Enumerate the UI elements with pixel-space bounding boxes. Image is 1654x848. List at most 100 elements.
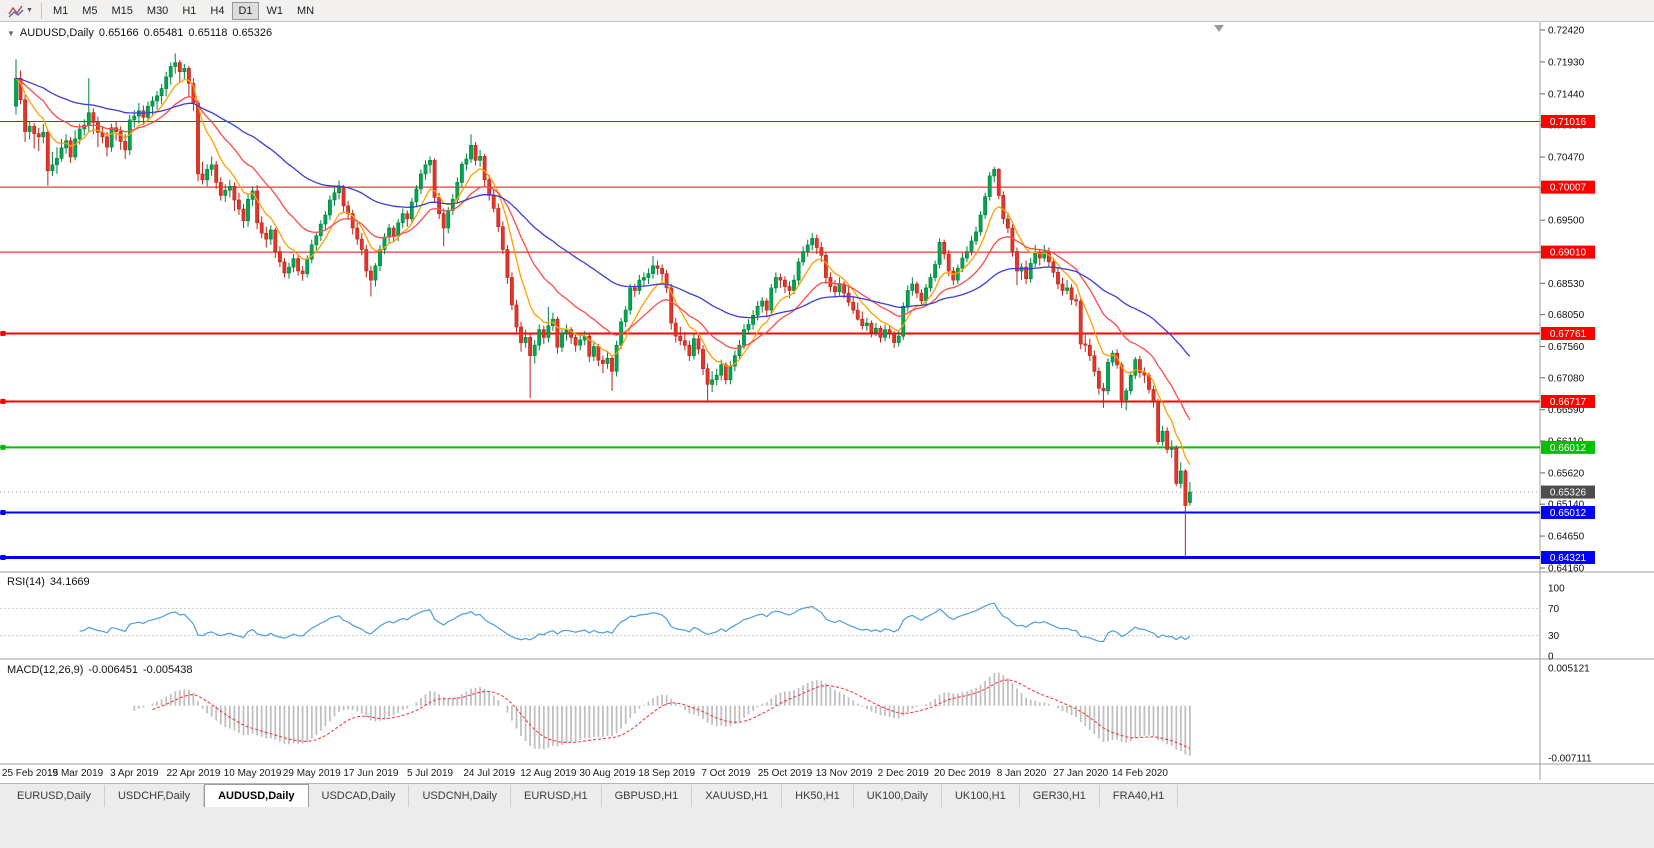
candle bbox=[1033, 252, 1038, 264]
line-handle[interactable] bbox=[0, 398, 6, 404]
candle bbox=[873, 327, 878, 333]
candle bbox=[241, 208, 246, 222]
candle bbox=[1133, 359, 1138, 376]
candle bbox=[651, 265, 655, 274]
candle bbox=[341, 187, 346, 207]
candle bbox=[1110, 352, 1115, 363]
timeframe-button-mn[interactable]: MN bbox=[297, 4, 315, 17]
candle bbox=[864, 322, 869, 327]
tab-audusd-daily[interactable]: AUDUSD,Daily bbox=[204, 784, 309, 807]
candle bbox=[851, 301, 856, 311]
candle bbox=[669, 287, 674, 324]
candle bbox=[974, 231, 978, 242]
date-label: 27 Jan 2020 bbox=[1053, 768, 1108, 779]
candle bbox=[409, 201, 414, 220]
candle bbox=[500, 226, 505, 250]
indicator-zigzag-icon bbox=[8, 5, 24, 17]
candle bbox=[287, 266, 291, 274]
candle bbox=[173, 62, 178, 67]
candle bbox=[373, 265, 378, 281]
candle bbox=[41, 132, 46, 138]
date-label: 17 Jun 2019 bbox=[343, 768, 398, 779]
candle bbox=[946, 253, 951, 272]
chart-objects-tool[interactable]: ▼ bbox=[4, 2, 37, 20]
price-chart-canvas[interactable]: 0.724200.719300.714400.709600.704700.699… bbox=[0, 22, 1654, 783]
tab-gbpusd-h1[interactable]: GBPUSD,H1 bbox=[601, 785, 693, 807]
close-value: 0.65326 bbox=[232, 27, 273, 39]
timeframe-button-m15[interactable]: M15 bbox=[111, 4, 133, 17]
candle bbox=[23, 99, 28, 132]
candle bbox=[255, 190, 260, 224]
price-badge-label: 0.66012 bbox=[1550, 443, 1587, 454]
low-value: 0.65118 bbox=[188, 27, 228, 39]
timeframe-toolbar: ▼ M1 M5 M15 M30 H1 H4 D1 W1 MN bbox=[0, 0, 1654, 22]
candle bbox=[327, 199, 332, 216]
price-badge-label: 0.66717 bbox=[1550, 397, 1587, 408]
candle bbox=[1087, 344, 1092, 356]
candle bbox=[36, 133, 41, 138]
candle bbox=[896, 335, 901, 343]
candle bbox=[414, 188, 419, 203]
candle bbox=[528, 337, 533, 356]
candle bbox=[855, 309, 860, 320]
candle bbox=[1028, 262, 1033, 280]
candle bbox=[1183, 470, 1188, 506]
timeframe-button-h1[interactable]: H1 bbox=[182, 4, 197, 17]
tab-eurusd-h1[interactable]: EURUSD,H1 bbox=[511, 785, 602, 807]
tab-fra40-h1[interactable]: FRA40,H1 bbox=[1099, 785, 1179, 807]
candle bbox=[560, 333, 564, 348]
candle bbox=[305, 259, 310, 274]
timeframe-button-h4[interactable]: H4 bbox=[210, 4, 225, 17]
candle bbox=[123, 141, 128, 151]
date-label: 10 May 2019 bbox=[224, 768, 282, 779]
line-handle[interactable] bbox=[0, 444, 6, 450]
candle bbox=[860, 318, 865, 327]
price-tick-label: 0.71440 bbox=[1548, 89, 1585, 100]
tab-uk100-daily[interactable]: UK100,Daily bbox=[853, 785, 942, 807]
candle bbox=[14, 77, 18, 107]
tab-ger30-h1[interactable]: GER30,H1 bbox=[1019, 785, 1100, 807]
timeframe-button-m30[interactable]: M30 bbox=[146, 4, 169, 17]
collapse-triangle-icon[interactable]: ▼ bbox=[7, 28, 15, 38]
tab-usdchf-daily[interactable]: USDCHF,Daily bbox=[104, 785, 205, 807]
candle bbox=[887, 329, 892, 334]
tab-usdcad-daily[interactable]: USDCAD,Daily bbox=[308, 785, 410, 807]
candle bbox=[610, 357, 614, 372]
candle bbox=[45, 132, 50, 172]
candle bbox=[746, 324, 751, 330]
candle bbox=[423, 164, 428, 175]
line-handle[interactable] bbox=[0, 330, 6, 336]
candle bbox=[673, 322, 678, 337]
line-handle[interactable] bbox=[0, 555, 6, 561]
candle bbox=[1106, 361, 1110, 392]
macd-value: -0.006451 bbox=[88, 664, 138, 676]
candle bbox=[755, 305, 760, 316]
tab-usdcnh-daily[interactable]: USDCNH,Daily bbox=[409, 785, 512, 807]
candle bbox=[810, 238, 815, 246]
tab-xauusd-h1[interactable]: XAUUSD,H1 bbox=[692, 785, 783, 807]
candle bbox=[742, 329, 746, 346]
price-tick-label: 0.69500 bbox=[1548, 216, 1585, 227]
tab-hk50-h1[interactable]: HK50,H1 bbox=[782, 785, 854, 807]
date-label: 29 May 2019 bbox=[283, 768, 341, 779]
candle bbox=[296, 258, 301, 272]
candle bbox=[728, 365, 733, 381]
date-label: 8 Jan 2020 bbox=[997, 768, 1047, 779]
rsi-line bbox=[79, 602, 1191, 643]
candle bbox=[778, 277, 783, 281]
line-handle[interactable] bbox=[0, 510, 6, 516]
timeframe-button-d1[interactable]: D1 bbox=[232, 1, 259, 20]
candle bbox=[910, 283, 915, 291]
candle bbox=[1124, 390, 1129, 401]
candle bbox=[701, 348, 705, 370]
timeframe-button-m5[interactable]: M5 bbox=[82, 4, 98, 17]
candle bbox=[541, 329, 546, 338]
timeframe-button-m1[interactable]: M1 bbox=[52, 4, 69, 17]
candle bbox=[1010, 227, 1015, 252]
timeframe-button-w1[interactable]: W1 bbox=[266, 4, 284, 17]
candle bbox=[228, 186, 232, 191]
tab-uk100-h1[interactable]: UK100,H1 bbox=[941, 785, 1020, 807]
candle bbox=[150, 100, 155, 107]
tab-eurusd-daily[interactable]: EURUSD,Daily bbox=[4, 785, 105, 807]
chart-shift-marker[interactable] bbox=[1214, 25, 1224, 32]
